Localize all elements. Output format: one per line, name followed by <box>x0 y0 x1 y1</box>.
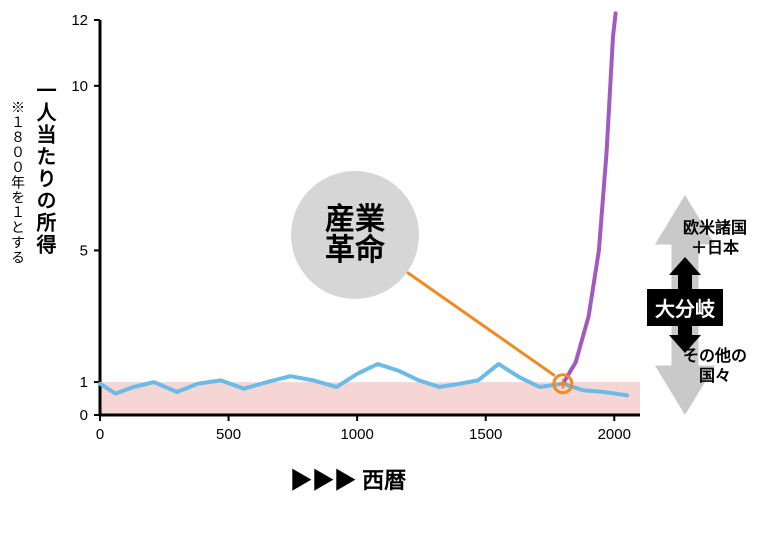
svg-text:12: 12 <box>71 12 88 29</box>
annotation-bubble: 産業革命 <box>291 171 419 299</box>
x-axis-triangles-icon: ▶▶▶ <box>290 468 356 493</box>
svg-text:5: 5 <box>80 242 88 259</box>
x-axis-label: ▶▶▶ 西暦 <box>290 463 406 495</box>
divergence-upper-label: 欧米諸国＋日本 <box>683 219 747 259</box>
svg-text:2000: 2000 <box>598 426 631 443</box>
svg-text:10: 10 <box>71 78 88 95</box>
svg-text:0: 0 <box>80 407 88 424</box>
annotation-bubble-text: 産業革命 <box>325 204 385 267</box>
divergence-lower-label: その他の国々 <box>683 347 747 387</box>
svg-text:500: 500 <box>216 426 241 443</box>
y-axis-title: 一人当たりの所得 <box>30 80 59 256</box>
svg-text:1: 1 <box>80 374 88 391</box>
svg-text:0: 0 <box>96 426 104 443</box>
y-axis-note: ※１８００年を１とする <box>8 100 28 265</box>
divergence-box-label: 大分岐 <box>647 289 723 326</box>
chart-canvas: 0 1 5 10 12 0 500 1000 1500 2000 一人当たりの所得 ※１８００年を… <box>0 0 784 533</box>
svg-text:1500: 1500 <box>469 426 502 443</box>
svg-text:1000: 1000 <box>340 426 373 443</box>
